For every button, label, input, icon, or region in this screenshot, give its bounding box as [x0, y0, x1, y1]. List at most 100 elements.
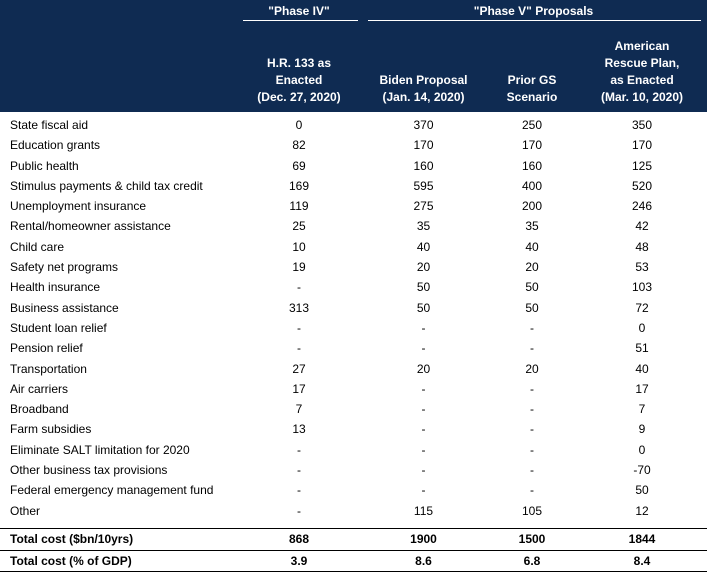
column-header-hr133: H.R. 133 as Enacted (Dec. 27, 2020)	[257, 56, 341, 104]
cell-value: 20	[525, 260, 539, 275]
table-row: Farm subsidies 13 - - 9	[0, 419, 707, 439]
table-row: Student loan relief - - - 0	[0, 318, 707, 338]
total-row: Total cost (% of GDP) 3.9 8.6 6.8 8.4	[0, 550, 707, 572]
group-header-phase-iv: "Phase IV"	[268, 4, 330, 18]
cell-value: 13	[292, 422, 306, 437]
cell-value: 119	[289, 199, 309, 214]
row-label: Public health	[10, 158, 79, 173]
cell-value: -	[421, 422, 426, 437]
cell-value: 170	[413, 138, 434, 153]
table-row: Transportation 27 20 20 40	[0, 359, 707, 379]
cell-value: 350	[631, 118, 653, 132]
row-label: Child care	[10, 239, 65, 254]
cell-value: 7	[638, 402, 646, 417]
table-row: Other - 115 105 12	[0, 501, 707, 521]
cell-value: 10	[292, 239, 306, 254]
table-row: Safety net programs 19 20 20 53	[0, 257, 707, 277]
row-label: State fiscal aid	[10, 118, 89, 132]
cell-value: 400	[521, 178, 543, 193]
table-totals: Total cost ($bn/10yrs) 868 1900 1500 1844 Tot…	[0, 528, 707, 572]
cell-value: 520	[631, 178, 653, 193]
cell-value: 20	[416, 361, 431, 376]
cell-value: 8.4	[633, 554, 651, 568]
cell-value: -	[530, 320, 534, 335]
table-body: State fiscal aid 0 370 250 350 Education gran…	[0, 115, 707, 521]
cell-value: 370	[413, 118, 434, 132]
table-row: Health insurance - 50 50 103	[0, 277, 707, 297]
cell-value: 200	[521, 199, 543, 214]
table-row: Child care 10 40 40 48	[0, 237, 707, 257]
cell-value: -	[421, 442, 426, 457]
table-row: Unemployment insurance 119 275 200 246	[0, 196, 707, 216]
cell-value: 103	[631, 280, 653, 295]
cell-value: 1500	[518, 532, 546, 546]
table-row: Rental/homeowner assistance 25 35 35 42	[0, 216, 707, 236]
cell-value: 51	[635, 341, 649, 356]
cell-value: 27	[292, 361, 306, 376]
cell-value: 17	[292, 381, 306, 396]
table-row: Broadband 7 - - 7	[0, 399, 707, 419]
row-label: Health insurance	[10, 280, 101, 295]
cell-value: -	[421, 381, 426, 396]
cell-value: 69	[292, 158, 306, 173]
cell-value: 50	[416, 280, 431, 295]
row-label: Broadband	[10, 402, 69, 417]
row-label: Student loan relief	[10, 320, 107, 335]
cell-value: 72	[635, 300, 649, 315]
cell-value: 50	[525, 280, 539, 295]
row-label: Safety net programs	[10, 260, 119, 275]
cell-value: -	[530, 341, 534, 356]
cell-value: 48	[635, 239, 649, 254]
cell-value: 19	[292, 260, 306, 275]
cell-value: -	[421, 402, 426, 417]
cell-value: 250	[521, 118, 543, 132]
cell-value: 50	[635, 483, 649, 498]
cell-value: 160	[413, 158, 434, 173]
cell-value: -	[297, 280, 301, 295]
cell-value: 42	[635, 219, 649, 234]
cell-value: 12	[635, 503, 649, 518]
total-row: Total cost ($bn/10yrs) 868 1900 1500 1844	[0, 529, 707, 550]
cell-value: 170	[521, 138, 543, 153]
cell-value: -	[530, 463, 534, 478]
row-label: Other business tax provisions	[10, 463, 168, 478]
cell-value: 20	[525, 361, 539, 376]
cell-value: -	[530, 381, 534, 396]
cell-value: -	[297, 320, 301, 335]
cell-value: -	[530, 402, 534, 417]
cell-value: 40	[525, 239, 539, 254]
column-header-biden: Biden Proposal (Jan. 14, 2020)	[379, 73, 468, 104]
column-header-arp: American Rescue Plan, as Enacted (Mar. 10, …	[600, 39, 684, 104]
cell-value: -	[297, 463, 301, 478]
row-label: Education grants	[10, 138, 101, 153]
cell-value: -	[297, 483, 301, 498]
row-label: Eliminate SALT limitation for 2020	[10, 442, 190, 457]
cell-value: -	[530, 442, 534, 457]
cell-value: 868	[288, 532, 310, 546]
cell-value: 6.8	[523, 554, 541, 568]
table-row: Business assistance 313 50 50 72	[0, 298, 707, 318]
table-row: Air carriers 17 - - 17	[0, 379, 707, 399]
cell-value: 160	[521, 158, 543, 173]
cell-value: -	[297, 442, 301, 457]
cell-value: 595	[413, 178, 434, 193]
cell-value: 0	[638, 442, 646, 457]
cell-value: 35	[416, 219, 431, 234]
cell-value: 169	[288, 178, 310, 193]
cell-value: 7	[295, 402, 303, 417]
cell-value: 246	[631, 199, 653, 214]
cell-value: -	[297, 341, 301, 356]
cell-value: 125	[631, 158, 653, 173]
cell-value: 82	[292, 138, 306, 153]
cell-value: 50	[416, 300, 431, 315]
cell-value: 3.9	[290, 554, 308, 568]
row-label: Transportation	[10, 361, 87, 376]
cell-value: 40	[635, 361, 649, 376]
cell-value: -	[297, 503, 301, 518]
cell-value: 9	[638, 422, 646, 437]
row-label: Unemployment insurance	[10, 199, 147, 214]
cell-value: -	[421, 483, 426, 498]
table-row: Pension relief - - - 51	[0, 338, 707, 358]
group-header-phase-v: "Phase V" Proposals	[473, 4, 594, 18]
cell-value: 0	[638, 320, 646, 335]
